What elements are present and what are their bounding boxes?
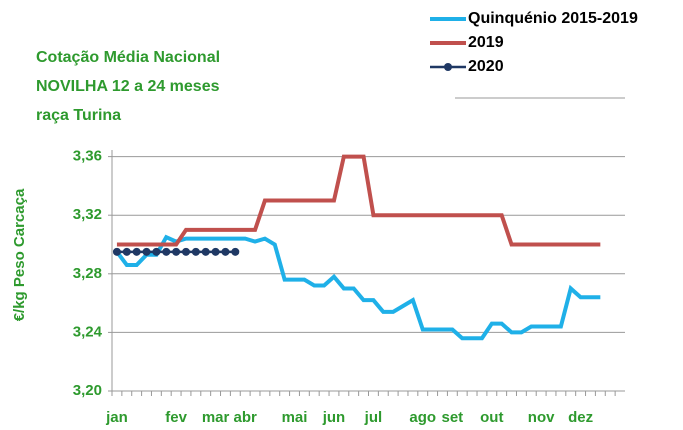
series-line <box>116 154 601 247</box>
series-marker <box>211 247 220 256</box>
x-tick-label: abr <box>234 409 258 426</box>
legend-marker <box>444 63 452 71</box>
legend-label: Quinquénio 2015-2019 <box>468 10 638 27</box>
chart-title: NOVILHA 12 a 24 meses <box>36 78 220 95</box>
series-marker <box>172 247 181 256</box>
legend-label: 2020 <box>468 58 504 75</box>
y-tick-label: 3,20 <box>73 382 102 399</box>
y-axis-label: €/kg Peso Carcaça <box>11 188 28 321</box>
y-tick-label: 3,32 <box>73 206 102 223</box>
x-tick-label: out <box>480 409 503 426</box>
x-tick-label: jan <box>105 409 128 426</box>
x-tick-label: fev <box>165 409 187 426</box>
legend-label: 2019 <box>468 34 504 51</box>
series-marker <box>191 247 200 256</box>
x-tick-label: dez <box>568 409 593 426</box>
series-marker <box>231 247 240 256</box>
x-tick-label: ago <box>409 409 436 426</box>
x-tick-label: nov <box>528 409 555 426</box>
y-tick-label: 3,36 <box>73 148 102 165</box>
series-line <box>115 234 601 341</box>
series-marker <box>112 247 121 256</box>
x-tick-label: jul <box>364 409 383 426</box>
y-tick-label: 3,28 <box>73 265 102 282</box>
series-marker <box>221 247 230 256</box>
chart-title: Cotação Média Nacional <box>36 49 220 66</box>
series-marker <box>142 247 151 256</box>
series-marker <box>181 247 190 256</box>
series-marker <box>162 247 171 256</box>
series-marker <box>152 247 161 256</box>
x-tick-label: mai <box>282 409 308 426</box>
series-marker <box>132 247 141 256</box>
x-tick-label: set <box>442 409 464 426</box>
series-marker <box>122 247 131 256</box>
x-tick-label: mar <box>202 409 230 426</box>
chart-title: raça Turina <box>36 107 121 124</box>
y-tick-label: 3,24 <box>73 323 103 340</box>
series-marker <box>201 247 210 256</box>
x-tick-label: jun <box>322 409 346 426</box>
